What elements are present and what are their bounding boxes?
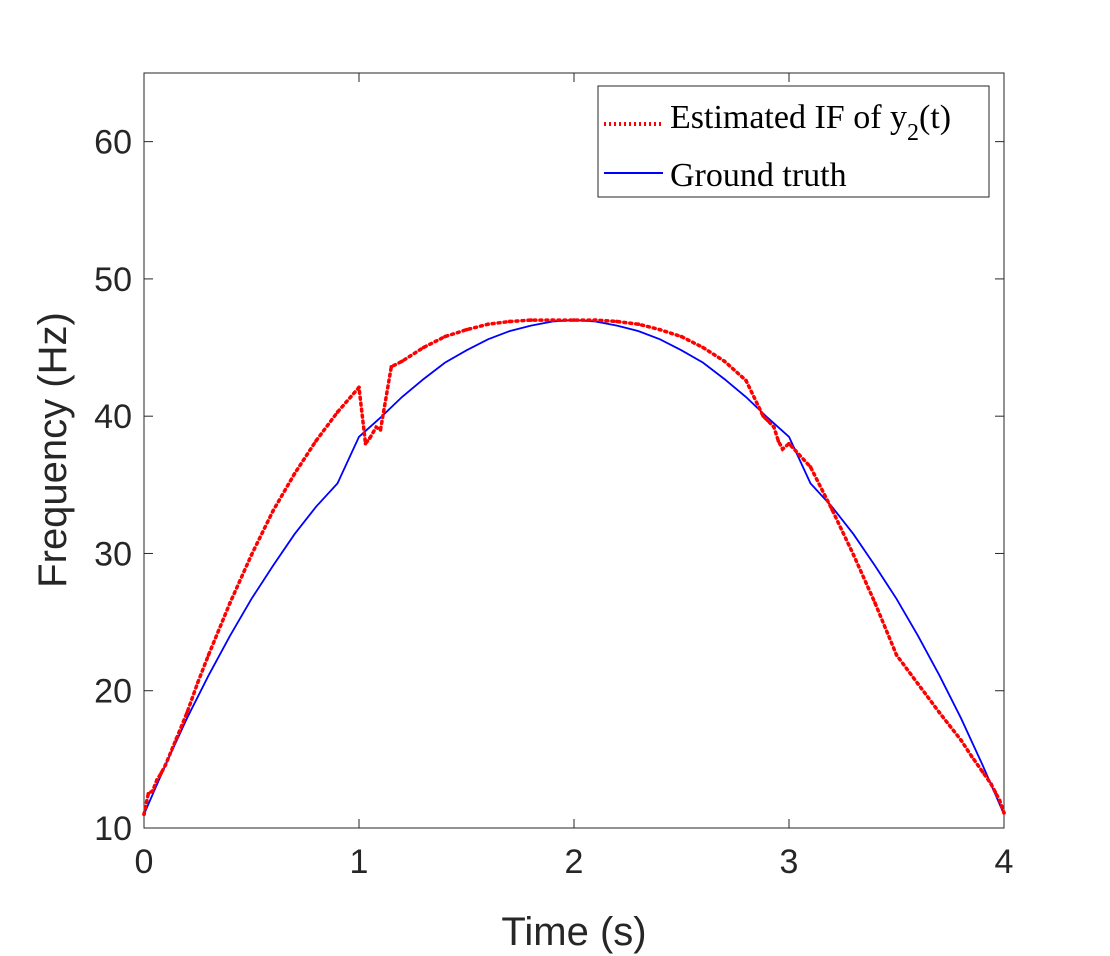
estimated-point [335,410,340,414]
estimated-point [292,472,297,476]
estimated-point [787,441,791,446]
estimated-point [174,736,179,741]
estimated-point [443,334,447,339]
estimated-point [701,345,705,350]
estimated-point [776,439,781,443]
estimated-point [808,465,813,469]
estimated-point [195,680,200,685]
estimated-point [830,507,834,512]
estimated-point [969,754,974,759]
estimated-point [363,441,368,446]
estimated-point [400,359,404,364]
y-tick-label: 50 [94,261,132,299]
estimated-point [374,425,379,429]
estimated-point [464,327,469,332]
estimated-point [271,509,275,513]
plot-area [143,72,1005,829]
estimated-point [916,682,920,686]
series-layer [142,318,1006,817]
y-tick-label: 60 [94,124,132,162]
y-tick-label: 20 [94,673,132,711]
x-tick-label: 4 [995,843,1014,881]
estimated-point [155,778,159,782]
legend-label-estimated: Estimated IF of y2(t) [670,99,951,146]
x-tick-label: 3 [780,843,799,881]
estimated-point [722,359,727,364]
estimated-point [378,428,383,432]
estimated-point [959,738,963,742]
estimated-point [997,798,1002,803]
y-axis-label: Frequency (Hz) [31,312,75,588]
estimated-point [593,318,598,322]
estimated-point [761,414,765,418]
estimated-point [636,322,641,327]
estimated-point [550,318,555,322]
estimated-point [357,385,361,390]
estimated-point [937,710,942,715]
x-tick-label: 0 [135,843,154,881]
estimated-point [185,710,189,715]
estimated-point [1002,811,1006,815]
estimated-point [894,653,899,657]
estimated-point [146,791,151,796]
estimated-point [772,425,776,429]
x-tick-label: 2 [565,843,584,881]
estimated-point [486,322,490,327]
y-tick-label: 40 [94,398,132,436]
estimated-point [249,553,254,557]
x-tick-label: 1 [350,843,369,881]
estimated-point [389,364,394,369]
estimated-point [507,319,512,324]
estimated-point [873,601,877,605]
y-tick-label: 10 [94,810,132,848]
estimated-point [572,318,576,322]
estimated-point [980,769,985,774]
estimated-point [989,782,993,786]
x-axis-ticks: 0 1 2 3 4 [135,73,1014,881]
estimated-point [163,763,168,767]
y-axis-ticks: 10 20 30 40 50 60 [94,124,1004,848]
y-tick-label: 30 [94,535,132,573]
x-axis-label: Time (s) [501,910,646,954]
estimated-point [529,318,533,322]
estimated-point [744,378,748,383]
estimated-point [679,334,684,339]
estimated-point [367,436,372,440]
estimated-point [615,319,619,324]
estimated-point [142,812,146,817]
estimated-point [993,790,998,795]
estimated-point [159,771,163,775]
legend-box [597,85,990,198]
estimated-point [150,789,155,793]
legend: Estimated IF of y2(t) Ground truth [597,85,990,198]
legend-label-ground-truth: Ground truth [670,157,847,194]
estimated-point [780,447,785,451]
estimated-point [851,553,856,557]
estimated-point [765,418,770,423]
estimated-point [206,653,211,657]
estimated-point [314,439,318,443]
estimated-point [658,327,662,332]
estimated-point [228,601,232,605]
estimated-point [421,345,426,350]
